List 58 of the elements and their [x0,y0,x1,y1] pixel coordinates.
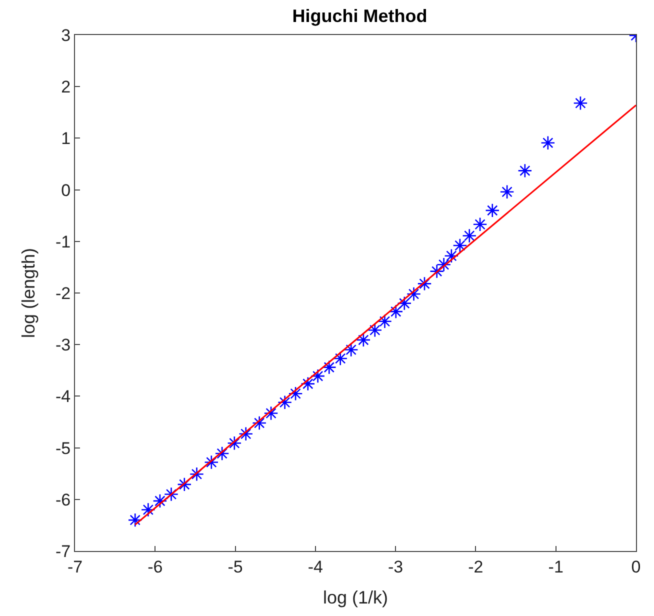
y-axis-title: log (length) [18,248,39,338]
point [140,502,156,517]
y-tick-label: -6 [55,490,71,510]
point [300,376,316,392]
point [378,314,392,329]
point [214,446,230,461]
point [128,512,142,528]
x-tick-label: -1 [548,557,564,576]
x-axis-title: log (1/k) [322,588,388,608]
point [406,286,422,302]
x-tick-label: 0 [631,557,641,576]
point [356,332,371,348]
point [227,436,242,450]
point [436,257,452,272]
point [152,494,168,508]
point [388,304,404,319]
y-tick-label: -7 [55,542,71,561]
x-tick-label: -2 [468,557,484,576]
point [462,228,477,243]
point [310,368,326,384]
y-tick-label: -1 [55,232,71,252]
point [430,264,444,279]
point [485,203,500,218]
x-tick-label: -3 [388,557,404,576]
point [444,248,459,264]
y-tick-label: 3 [61,26,71,45]
point [204,455,219,470]
point [189,466,204,482]
point [344,342,358,358]
point [500,184,514,200]
point [177,477,192,492]
y-tick-label: -3 [55,336,71,355]
point [472,217,488,232]
point [278,395,292,410]
point [333,351,348,366]
y-tick-label: -5 [55,438,71,458]
point [288,386,303,401]
y-tick-label: -4 [55,387,71,406]
x-tick-label: -4 [308,557,323,576]
point [573,96,588,110]
point [417,276,432,291]
point [252,416,267,430]
point [518,163,532,178]
point [368,322,382,338]
point [452,238,468,253]
point [397,296,412,311]
point [540,136,556,150]
point [164,486,178,502]
chart-title: Higuchi Method [292,6,428,26]
point [322,360,336,375]
y-tick-label: 2 [61,78,71,97]
x-tick-label: -6 [148,557,163,576]
point [238,426,254,442]
y-tick-label: 0 [61,180,71,200]
x-tick-label: -5 [228,557,243,576]
y-tick-label: -2 [55,284,71,303]
point [264,406,278,420]
y-tick-label: 1 [61,129,71,148]
